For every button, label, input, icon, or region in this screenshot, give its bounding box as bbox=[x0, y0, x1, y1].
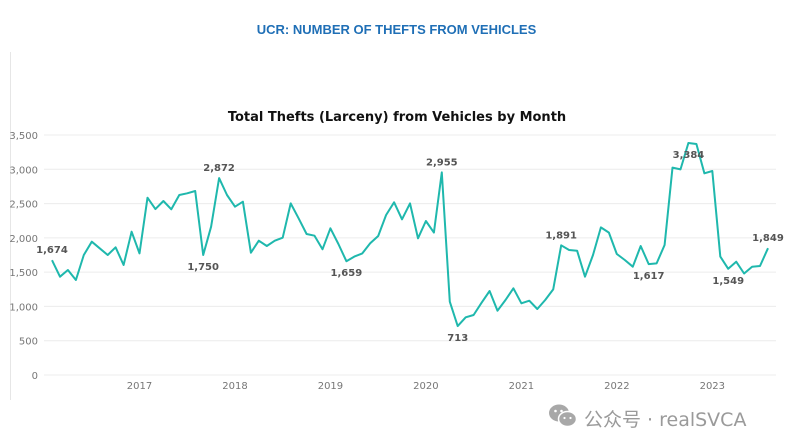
y-tick-label: 3,500 bbox=[9, 131, 38, 142]
data-label: 1,549 bbox=[712, 276, 744, 287]
page-title: UCR: NUMBER OF THEFTS FROM VEHICLES bbox=[256, 22, 537, 37]
y-tick-label: 3,000 bbox=[9, 165, 38, 176]
data-label: 1,849 bbox=[752, 233, 784, 244]
data-label: 2,872 bbox=[203, 163, 235, 174]
y-tick-label: 1,000 bbox=[9, 302, 38, 313]
y-tick-label: 0 bbox=[32, 371, 38, 382]
line-chart: Total Thefts (Larceny) from Vehicles by … bbox=[9, 110, 784, 392]
data-label: 2,955 bbox=[426, 157, 458, 168]
y-tick-label: 500 bbox=[19, 337, 38, 348]
x-tick-label: 2020 bbox=[413, 381, 438, 392]
x-tick-label: 2017 bbox=[127, 381, 152, 392]
watermark: 公众号 · realSVCA bbox=[548, 403, 746, 434]
x-tick-label: 2018 bbox=[222, 381, 247, 392]
data-label: 1,617 bbox=[633, 271, 665, 282]
x-tick-label: 2022 bbox=[604, 381, 629, 392]
wechat-icon bbox=[548, 403, 578, 434]
data-label: 713 bbox=[447, 333, 468, 344]
watermark-text: 公众号 · realSVCA bbox=[584, 409, 747, 431]
panel-divider bbox=[10, 52, 11, 400]
data-label: 3,384 bbox=[673, 150, 705, 161]
y-tick-label: 2,500 bbox=[9, 200, 38, 211]
x-tick-label: 2019 bbox=[318, 381, 343, 392]
data-label: 1,674 bbox=[36, 245, 68, 256]
x-tick-label: 2021 bbox=[509, 381, 534, 392]
data-label: 1,659 bbox=[331, 268, 363, 279]
x-tick-label: 2023 bbox=[700, 381, 725, 392]
series-line-thefts bbox=[51, 142, 769, 328]
data-label: 1,750 bbox=[187, 262, 219, 273]
y-tick-label: 2,000 bbox=[9, 234, 38, 245]
data-label: 1,891 bbox=[545, 230, 577, 241]
chart-title: Total Thefts (Larceny) from Vehicles by … bbox=[228, 110, 566, 125]
y-tick-label: 1,500 bbox=[9, 268, 38, 279]
